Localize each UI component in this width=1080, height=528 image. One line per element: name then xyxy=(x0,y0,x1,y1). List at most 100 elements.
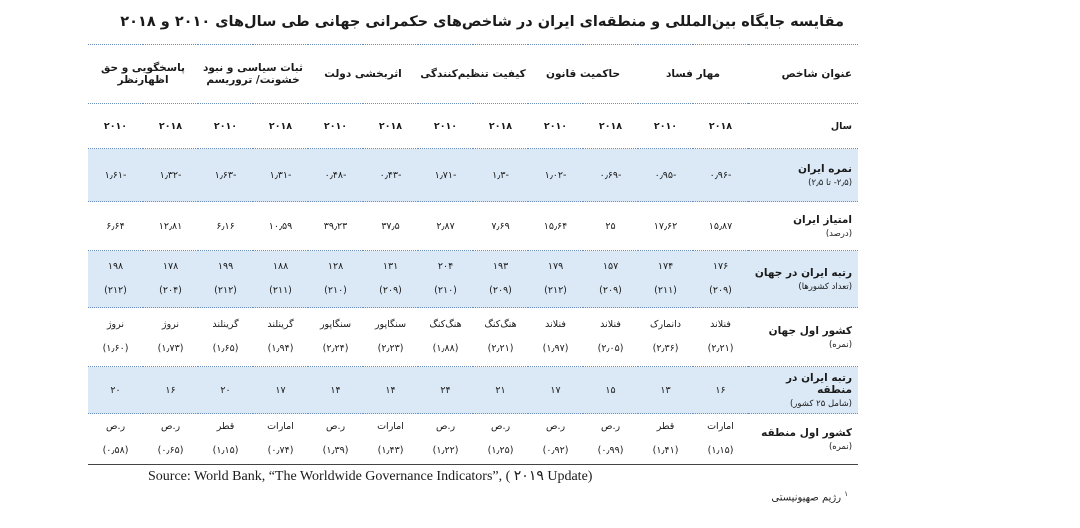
table-cell: گرینلند (۱٫۹۴) xyxy=(253,307,309,367)
cell-subvalue: (۲۰۹) xyxy=(709,285,732,296)
row-label-text: کشور اول منطقه xyxy=(761,426,853,439)
cell-value: ۱۹۹ xyxy=(217,261,234,272)
table-cell: ۱۷۸ (۲۰۴) xyxy=(143,250,199,308)
cell-value: ۱۸۸ xyxy=(272,261,289,272)
cell-subvalue: (۰٫۶۵) xyxy=(157,445,184,456)
table-cell: ۷٫۶۹ xyxy=(473,201,529,251)
table-cell: ر.ص (۱٫۳۹) xyxy=(308,413,364,465)
cell-value: ۱۷۹ xyxy=(547,261,564,272)
table-cell: -۰٫۴۳ xyxy=(363,148,419,202)
cell-value: ر.ص xyxy=(490,421,511,432)
table-cell: ۱۷ xyxy=(253,366,309,414)
table-cell: ۱۶ xyxy=(143,366,199,414)
table-cell: ر.ص (۰٫۹۲) xyxy=(528,413,584,465)
cell-subvalue: (۱٫۴۳) xyxy=(377,445,404,456)
table-cell: ر.ص (۰٫۶۵) xyxy=(143,413,199,465)
row-label-text: رتبه ایران در منطقه xyxy=(785,371,853,396)
year-row: سال ۲۰۱۸ ۲۰۱۰ ۲۰۱۸ ۲۰۱۰ ۲۰۱۸ ۲۰۱۰ ۲۰۱۸ ۲۰۱۰ ۲۰۱۸… xyxy=(88,103,859,149)
cell-subvalue: (۲۱۲) xyxy=(544,285,567,296)
cell-subvalue: (۲٫۳۶) xyxy=(652,343,679,354)
table-cell: ۲۵ xyxy=(583,201,639,251)
table-cell: ۱۵ xyxy=(583,366,639,414)
table-cell: ۱۵٫۸۷ xyxy=(693,201,749,251)
cell-value: هنگ‌کنگ xyxy=(484,319,517,330)
cell-value: ر.ص xyxy=(160,421,181,432)
table-row: کشور اول جهان (نمره) فنلاند (۲٫۲۱) دانمارک (۲… xyxy=(88,307,859,367)
table-cell: ۱۳۱ (۲۰۹) xyxy=(363,250,419,308)
row-label-text: امتیاز ایران xyxy=(793,213,853,226)
cell-subvalue: (۱٫۸۸) xyxy=(432,343,459,354)
cell-value: گرینلند xyxy=(267,319,294,330)
cell-subvalue: (۲٫۰۵) xyxy=(597,343,624,354)
cell-subvalue: (۱٫۶۰) xyxy=(102,343,129,354)
table-cell: -۱٫۳۲ xyxy=(143,148,199,202)
cell-subvalue: (۲۰۴) xyxy=(159,285,182,296)
table-cell: ۳۷٫۵ xyxy=(363,201,419,251)
cell-value: سنگاپور xyxy=(374,319,407,330)
table-cell: سنگاپور (۲٫۲۴) xyxy=(308,307,364,367)
header-row: عنوان شاخص مهار فساد حاکمیت قانون کیفیت … xyxy=(88,44,859,104)
cell-value: ۱۳۱ xyxy=(382,261,399,272)
year-cell: ۲۰۱۰ xyxy=(638,103,694,149)
cell-value: ۱۲۸ xyxy=(327,261,344,272)
table-cell: امارات (۱٫۴۳) xyxy=(363,413,419,465)
table-cell: ۲۱ xyxy=(473,366,529,414)
table-cell: ۶٫۱۶ xyxy=(198,201,254,251)
cell-value: ر.ص xyxy=(435,421,456,432)
cell-value: ۱۹۳ xyxy=(492,261,509,272)
year-label: سال xyxy=(748,103,859,149)
cell-value: ۱۵۷ xyxy=(602,261,619,272)
table-cell: -۰٫۴۸ xyxy=(308,148,364,202)
table-cell: ر.ص (۰٫۹۹) xyxy=(583,413,639,465)
cell-value: قطر xyxy=(216,421,235,432)
cell-subvalue: (۱٫۲۵) xyxy=(487,445,514,456)
cell-subvalue: (۲۱۰) xyxy=(324,285,347,296)
cell-subvalue: (۱٫۱۵) xyxy=(707,445,734,456)
table-cell: قطر (۱٫۴۱) xyxy=(638,413,694,465)
table-row: رتبه ایران در جهان (تعداد کشورها) ۱۷۶ (۲۰۹)… xyxy=(88,250,859,308)
cell-subvalue: (۰٫۹۲) xyxy=(542,445,569,456)
cell-subvalue: (۰٫۹۹) xyxy=(597,445,624,456)
col-header-rule-of-law: حاکمیت قانون xyxy=(528,44,639,104)
row-label: کشور اول منطقه (نمره) xyxy=(748,413,859,465)
table-cell: نروژ (۱٫۶۰) xyxy=(88,307,144,367)
table-row: کشور اول منطقه (نمره) امارات (۱٫۱۵) قطر (۱٫۴۱… xyxy=(88,413,859,465)
table-cell: سنگاپور (۲٫۲۳) xyxy=(363,307,419,367)
table-cell: ر.ص (۰٫۵۸) xyxy=(88,413,144,465)
cell-subvalue: (۲۰۹) xyxy=(599,285,622,296)
footnote-text: رژیم صهیونیستی xyxy=(771,492,842,504)
table-cell: هنگ‌کنگ (۱٫۸۸) xyxy=(418,307,474,367)
cell-value: ۱۹۸ xyxy=(107,261,124,272)
table-cell: ۲۰ xyxy=(88,366,144,414)
col-header-gov-effectiveness: اثربخشی دولت xyxy=(308,44,419,104)
table-cell: ر.ص (۱٫۲۵) xyxy=(473,413,529,465)
table-cell: ۱۹۹ (۲۱۲) xyxy=(198,250,254,308)
table-cell: ۱۵۷ (۲۰۹) xyxy=(583,250,639,308)
year-cell: ۲۰۱۸ xyxy=(583,103,639,149)
row-label-sub: (نمره) xyxy=(828,441,853,452)
row-label: رتبه ایران در منطقه (شامل ۲۵ کشور) xyxy=(748,366,859,414)
cell-subvalue: (۱٫۳۹) xyxy=(322,445,349,456)
cell-subvalue: (۱٫۹۷) xyxy=(542,343,569,354)
cell-value: ۲۰۴ xyxy=(437,261,454,272)
table-cell: ۱۹۳ (۲۰۹) xyxy=(473,250,529,308)
cell-subvalue: (۲۱۲) xyxy=(214,285,237,296)
col-header-corruption: مهار فساد xyxy=(638,44,749,104)
table-cell: ۱۷ xyxy=(528,366,584,414)
table-cell: ۲٫۸۷ xyxy=(418,201,474,251)
table-cell: گرینلند (۱٫۶۵) xyxy=(198,307,254,367)
cell-subvalue: (۲۰۹) xyxy=(489,285,512,296)
cell-value: گرینلند xyxy=(212,319,239,330)
table-cell: فنلاند (۱٫۹۷) xyxy=(528,307,584,367)
table-cell: ۱۳ xyxy=(638,366,694,414)
table-cell: قطر (۱٫۱۵) xyxy=(198,413,254,465)
table-row: نمره ایران (۲٫۵- تا ۲٫۵) -۰٫۹۶ -۰٫۹۵ -۰٫۶۹ -۱… xyxy=(88,148,859,202)
cell-value: قطر xyxy=(656,421,675,432)
table-row: امتیاز ایران (درصد) ۱۵٫۸۷ ۱۷٫۶۲ ۲۵ ۱۵٫۶۴ ۷٫۶۹ ۲… xyxy=(88,201,859,251)
row-label-sub: (شامل ۲۵ کشور) xyxy=(789,398,853,409)
cell-subvalue: (۰٫۵۸) xyxy=(102,445,129,456)
table-cell: ۲۰ xyxy=(198,366,254,414)
cell-value: نروژ xyxy=(161,319,180,330)
cell-subvalue: (۰٫۷۴) xyxy=(267,445,294,456)
cell-value: سنگاپور xyxy=(319,319,352,330)
